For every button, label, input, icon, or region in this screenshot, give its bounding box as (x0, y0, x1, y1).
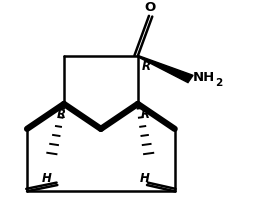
Polygon shape (137, 56, 193, 83)
Text: O: O (144, 2, 155, 14)
Text: R: R (56, 108, 65, 121)
Text: R: R (140, 108, 149, 121)
Text: H: H (42, 171, 52, 185)
Text: H: H (139, 171, 149, 185)
Text: 2: 2 (215, 78, 222, 88)
Text: R: R (142, 60, 151, 73)
Text: NH: NH (193, 71, 215, 84)
